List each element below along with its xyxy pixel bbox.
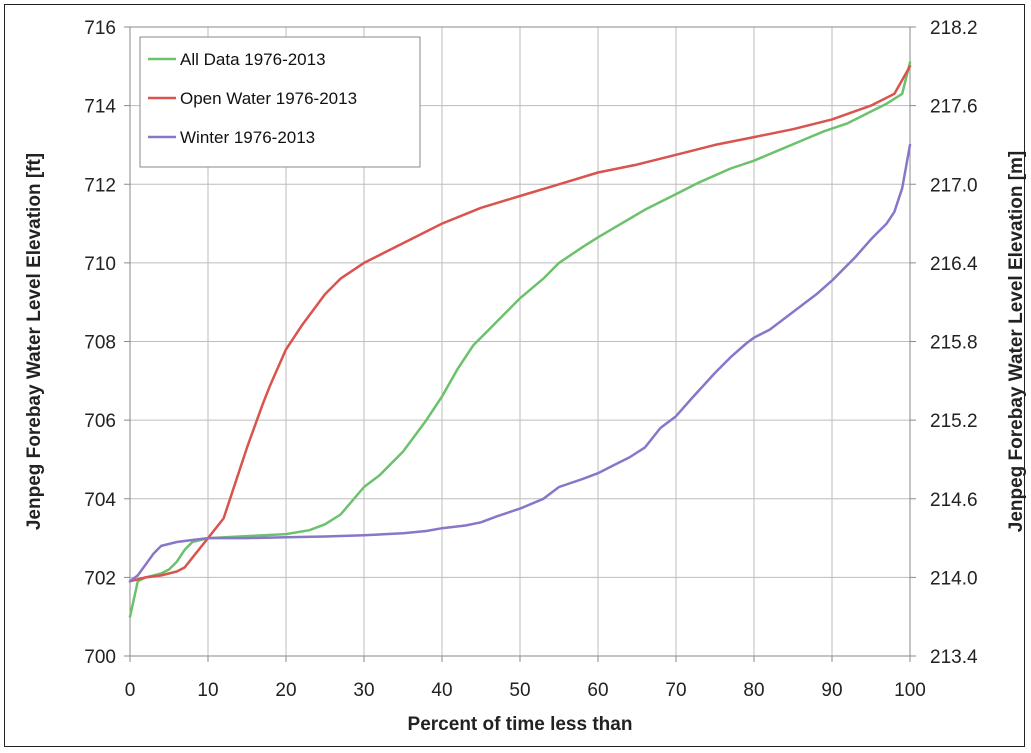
y2-tick-label: 214.6 [930, 490, 978, 511]
legend-label: Open Water 1976-2013 [180, 89, 357, 108]
y-tick-label: 700 [84, 647, 116, 668]
series-line-3 [128, 143, 912, 583]
y-tick-label: 712 [84, 175, 116, 196]
x-axis-label: Percent of time less than [408, 714, 633, 735]
series-layer [128, 61, 912, 618]
y-tick-label: 716 [84, 18, 116, 39]
y-axis-label-right: Jenpeg Forebay Water Level Elevation [m] [1006, 151, 1027, 533]
x-tick-label: 30 [353, 680, 374, 701]
y-axis-label-left: Jenpeg Forebay Water Level Elevation [ft… [24, 153, 45, 530]
legend-label: All Data 1976-2013 [180, 50, 326, 69]
y-axis-left: 700 702 704 706 708 710 712 714 716 [84, 18, 130, 668]
x-tick-label: 40 [431, 680, 452, 701]
x-tick-label: 10 [197, 680, 218, 701]
x-tick-label: 20 [275, 680, 296, 701]
x-tick-label: 70 [665, 680, 686, 701]
series-line-1 [128, 61, 912, 618]
chart-frame [4, 4, 1025, 747]
y-tick-label: 708 [84, 333, 116, 354]
y2-tick-label: 216.4 [930, 254, 978, 275]
y2-tick-label: 217.0 [930, 175, 978, 196]
y-tick-label: 702 [84, 568, 116, 589]
y2-tick-label: 214.0 [930, 568, 978, 589]
y2-tick-label: 215.8 [930, 333, 978, 354]
x-tick-label: 60 [587, 680, 608, 701]
x-tick-label: 80 [743, 680, 764, 701]
legend-box [139, 36, 421, 168]
series-line-2 [128, 65, 912, 583]
legend-label: Winter 1976-2013 [180, 128, 315, 147]
x-tick-label: 90 [821, 680, 842, 701]
y-tick-label: 706 [84, 411, 116, 432]
y2-tick-label: 215.2 [930, 411, 978, 432]
y-tick-label: 714 [84, 97, 116, 118]
y2-tick-label: 217.6 [930, 97, 978, 118]
y2-tick-label: 213.4 [930, 647, 978, 668]
x-axis: 0 10 20 30 40 50 60 70 80 90 100 [125, 656, 926, 701]
x-tick-label: 100 [894, 680, 926, 701]
x-tick-label: 50 [509, 680, 530, 701]
y2-tick-label: 218.2 [930, 18, 978, 39]
x-tick-label: 0 [125, 680, 136, 701]
y-tick-label: 704 [84, 490, 116, 511]
y-tick-label: 710 [84, 254, 116, 275]
legend: All Data 1976-2013 Open Water 1976-2013 Wi… [139, 36, 421, 168]
y-axis-right: 213.4 214.0 214.6 215.2 215.8 216.4 217.0 217.6… [910, 18, 978, 668]
